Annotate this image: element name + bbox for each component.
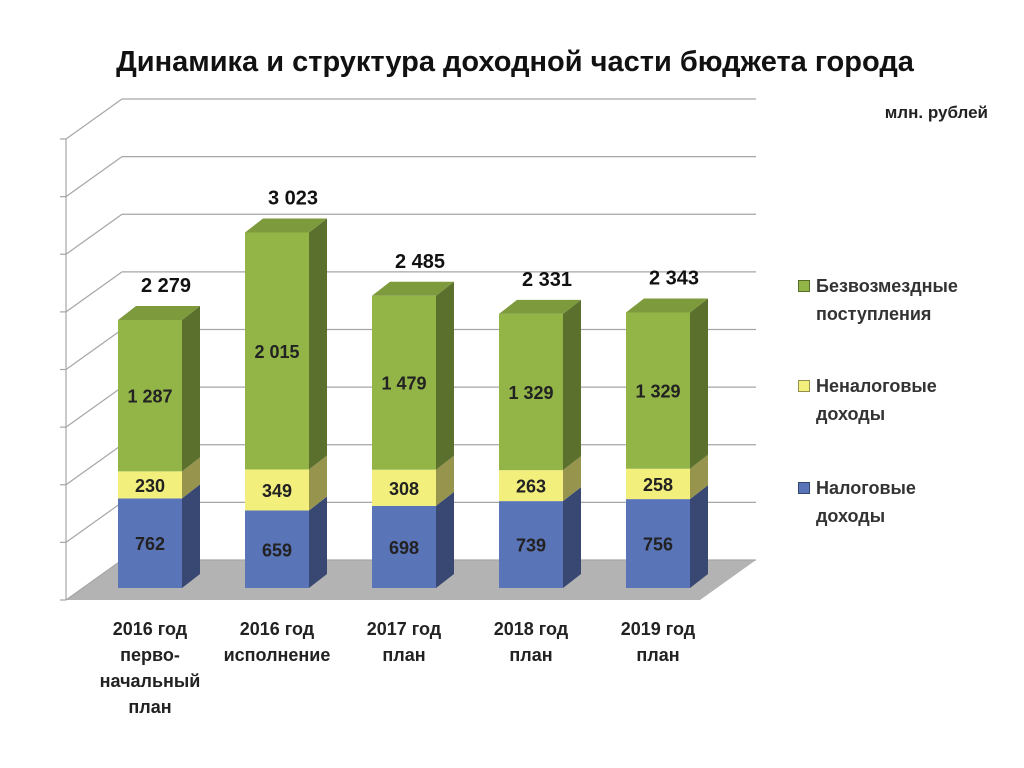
segment-tax-front xyxy=(245,510,309,588)
legend-item: Неналоговые доходы xyxy=(798,372,1006,428)
legend-swatch xyxy=(798,482,810,494)
category-label: начальный xyxy=(100,671,201,691)
segment-nontax-side xyxy=(436,455,454,506)
gridline-side xyxy=(65,386,123,428)
category-label: 2016 год xyxy=(240,619,315,639)
category-label: 2019 год xyxy=(621,619,696,639)
bar-top-cap xyxy=(245,218,327,233)
segment-grant-side xyxy=(182,305,200,472)
segment-tax-label: 739 xyxy=(516,536,546,556)
segment-grant-label: 1 329 xyxy=(508,383,553,403)
segment-tax-front xyxy=(118,498,182,588)
segment-tax-side xyxy=(309,496,327,588)
segment-tax-front xyxy=(372,505,436,588)
segment-grant-side xyxy=(436,281,454,470)
category-label: план xyxy=(128,697,171,717)
bar-total-label: 2 279 xyxy=(141,275,191,297)
segment-grant-front xyxy=(372,295,436,470)
bar-top-cap xyxy=(372,281,454,296)
segment-nontax-front xyxy=(245,469,309,511)
segment-nontax-side xyxy=(563,456,581,502)
bar-total-label: 2 331 xyxy=(522,269,572,291)
segment-tax-label: 698 xyxy=(389,538,419,558)
gridline-side xyxy=(65,156,123,198)
legend-label: Налоговые доходы xyxy=(816,478,916,526)
legend-swatch xyxy=(798,380,810,392)
segment-tax-label: 659 xyxy=(262,540,292,560)
segment-tax-side xyxy=(182,484,200,588)
segment-nontax-front xyxy=(626,468,690,500)
segment-tax-label: 762 xyxy=(135,534,165,554)
gridline-side xyxy=(65,329,123,370)
segment-tax-label: 756 xyxy=(643,535,673,555)
segment-grant-front xyxy=(626,312,690,469)
segment-nontax-side xyxy=(182,457,200,499)
segment-nontax-side xyxy=(690,454,708,500)
bar-top-cap xyxy=(499,299,581,314)
segment-tax-front xyxy=(499,501,563,588)
category-label: 2018 год xyxy=(494,619,569,639)
segment-nontax-front xyxy=(372,469,436,506)
category-label: план xyxy=(509,645,552,665)
segment-tax-front xyxy=(626,499,690,588)
gridline-side xyxy=(65,213,123,255)
legend-label: Безвозмездные поступления xyxy=(816,276,958,324)
segment-grant-label: 1 329 xyxy=(635,382,680,402)
gridline-side xyxy=(65,98,123,140)
segment-grant-label: 1 479 xyxy=(381,374,426,394)
segment-tax-side xyxy=(436,491,454,588)
category-label: 2017 год xyxy=(367,619,442,639)
segment-grant-front xyxy=(118,319,182,472)
segment-grant-side xyxy=(690,298,708,469)
legend-swatch xyxy=(798,280,810,292)
segment-nontax-label: 263 xyxy=(516,477,546,497)
segment-nontax-front xyxy=(118,471,182,499)
segment-tax-side xyxy=(690,485,708,588)
segment-nontax-label: 258 xyxy=(643,475,673,495)
gridline-side xyxy=(65,501,123,543)
category-label: план xyxy=(636,645,679,665)
gridline-side xyxy=(65,444,123,486)
category-label: исполнение xyxy=(224,645,331,665)
segment-grant-label: 1 287 xyxy=(127,387,172,407)
segment-grant-label: 2 015 xyxy=(254,342,299,362)
bar-total-label: 3 023 xyxy=(268,187,318,209)
legend-item: Налоговые доходы xyxy=(798,474,1006,530)
bar-total-label: 2 485 xyxy=(395,251,445,273)
segment-nontax-label: 308 xyxy=(389,479,419,499)
segment-grant-side xyxy=(563,299,581,471)
bar-top-cap xyxy=(626,298,708,313)
gridline-side xyxy=(65,271,123,313)
segment-grant-front xyxy=(245,232,309,470)
category-label: перво- xyxy=(120,645,180,665)
category-label: план xyxy=(382,645,425,665)
segment-tax-side xyxy=(563,487,581,588)
segment-nontax-label: 230 xyxy=(135,476,165,496)
category-label: 2016 год xyxy=(113,619,188,639)
unit-label: млн. рублей xyxy=(884,103,988,122)
legend-item: Безвозмездные поступления xyxy=(798,272,1006,328)
segment-grant-front xyxy=(499,313,563,471)
gridline-side xyxy=(65,559,123,601)
legend-label: Неналоговые доходы xyxy=(816,376,937,424)
segment-grant-side xyxy=(309,218,327,470)
segment-nontax-front xyxy=(499,470,563,502)
segment-nontax-label: 349 xyxy=(262,481,292,501)
bar-top-cap xyxy=(118,305,200,320)
segment-nontax-side xyxy=(309,455,327,511)
bar-total-label: 2 343 xyxy=(649,267,699,289)
chart-title: Динамика и структура доходной части бюдж… xyxy=(116,46,914,78)
